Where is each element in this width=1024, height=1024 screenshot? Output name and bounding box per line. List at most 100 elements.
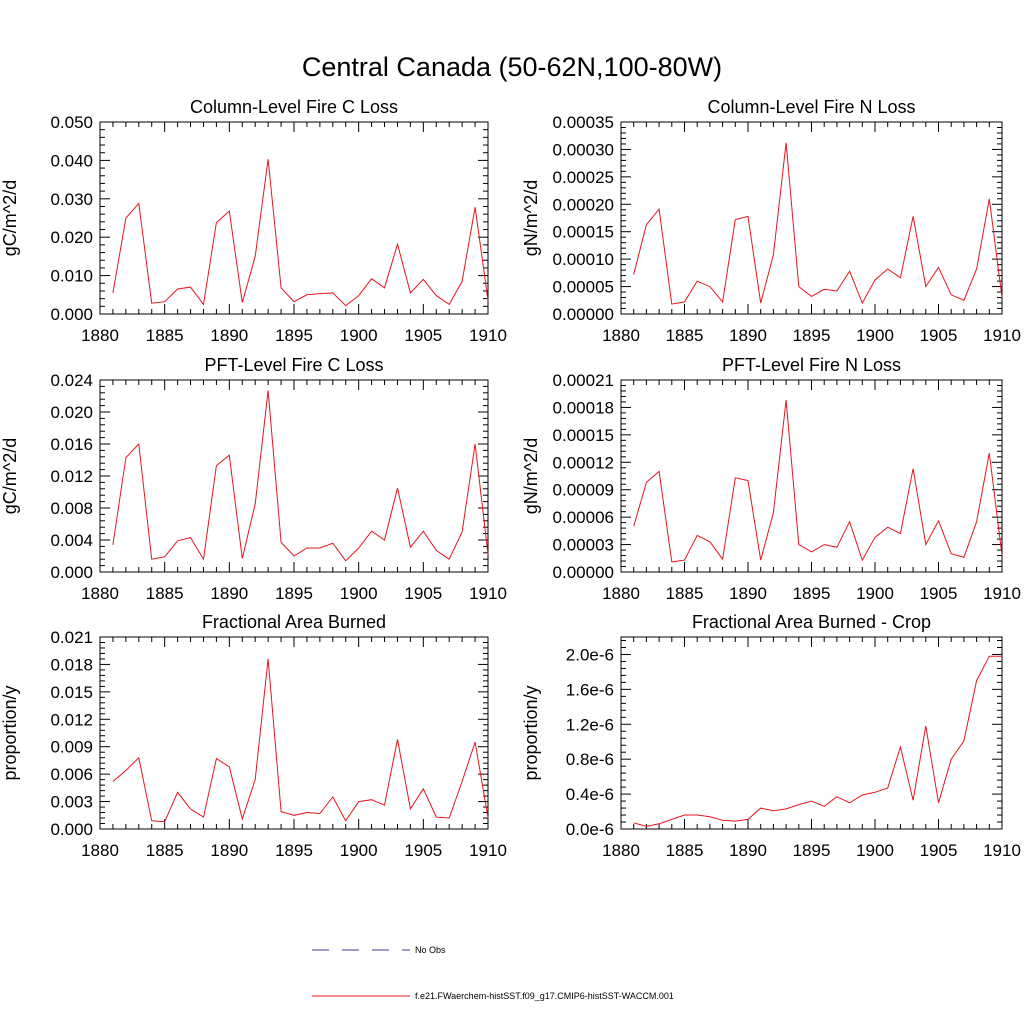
y-tick-label: 0.021 [50, 628, 93, 647]
x-tick-label: 1895 [793, 326, 831, 345]
y-tick-label: 0.004 [50, 531, 93, 550]
x-tick-label: 1900 [856, 326, 894, 345]
y-axis-label: proportion/y [521, 685, 541, 780]
panel-title: PFT-Level Fire N Loss [722, 355, 901, 375]
panel-title: Column-Level Fire N Loss [707, 97, 915, 117]
x-tick-label: 1910 [469, 326, 507, 345]
x-tick-label: 1885 [146, 841, 184, 860]
y-tick-label: 0.012 [50, 710, 93, 729]
panel-title: Fractional Area Burned - Crop [692, 612, 931, 632]
y-tick-label: 0.00015 [553, 223, 614, 242]
panel-title: Column-Level Fire C Loss [190, 97, 398, 117]
x-tick-label: 1880 [81, 584, 119, 603]
panel-6: Fractional Area Burned - Crop proportion/… [521, 612, 1021, 860]
y-tick-label: 0.006 [50, 765, 93, 784]
y-tick-label: 0.00009 [553, 481, 614, 500]
x-tick-label: 1905 [920, 584, 958, 603]
series-line [633, 142, 1003, 305]
series-line [633, 655, 1002, 827]
y-tick-label: 0.00015 [553, 426, 614, 445]
x-tick-label: 1885 [666, 326, 704, 345]
x-tick-label: 1905 [920, 326, 958, 345]
x-tick-label: 1910 [983, 841, 1021, 860]
x-tick-label: 1910 [983, 584, 1021, 603]
y-tick-label: 2.0e-6 [566, 645, 614, 664]
y-tick-label: 0.00018 [553, 398, 614, 417]
legend: No Obs f.e21.FWaerchem-histSST.f09_g17.C… [312, 945, 674, 1001]
x-tick-label: 1890 [210, 584, 248, 603]
y-tick-label: 0.020 [50, 228, 93, 247]
legend-label-no-obs: No Obs [415, 945, 446, 955]
y-axis-label: proportion/y [0, 685, 20, 780]
x-tick-label: 1900 [340, 326, 378, 345]
x-tick-label: 1880 [602, 584, 640, 603]
y-tick-label: 0.003 [50, 793, 93, 812]
x-tick-label: 1900 [856, 841, 894, 860]
x-tick-label: 1900 [856, 584, 894, 603]
x-tick-label: 1880 [602, 326, 640, 345]
y-tick-label: 0.00025 [553, 168, 614, 187]
y-tick-label: 0.4e-6 [566, 785, 614, 804]
y-tick-label: 0.000 [50, 305, 93, 324]
x-tick-label: 1895 [793, 841, 831, 860]
plot-frame [620, 379, 1003, 573]
x-tick-label: 1895 [275, 584, 313, 603]
panel-4: PFT-Level Fire N Loss gN/m^2/d 1880 1885 189… [521, 355, 1021, 603]
y-axis-label: gN/m^2/d [521, 438, 541, 514]
x-tick-label: 1905 [920, 841, 958, 860]
panel-title: PFT-Level Fire C Loss [204, 355, 383, 375]
x-tick-label: 1890 [729, 841, 767, 860]
x-tick-label: 1900 [340, 584, 378, 603]
y-tick-label: 0.8e-6 [566, 750, 614, 769]
plot-frame [99, 636, 489, 830]
series-line [633, 400, 1003, 563]
y-axis-label: gC/m^2/d [0, 180, 20, 256]
y-tick-label: 0.00035 [553, 113, 614, 132]
x-tick-label: 1905 [404, 584, 442, 603]
plot-frame [620, 121, 1003, 315]
x-tick-label: 1905 [404, 326, 442, 345]
legend-label-model: f.e21.FWaerchem-histSST.f09_g17.CMIP6-hi… [415, 991, 674, 1001]
panel-title: Fractional Area Burned [202, 612, 386, 632]
x-tick-label: 1890 [729, 326, 767, 345]
y-tick-label: 0.012 [50, 467, 93, 486]
y-tick-label: 1.6e-6 [566, 680, 614, 699]
y-tick-label: 0.00000 [553, 305, 614, 324]
y-tick-label: 0.00010 [553, 250, 614, 269]
y-tick-label: 0.040 [50, 151, 93, 170]
x-tick-label: 1900 [340, 841, 378, 860]
y-tick-label: 0.00020 [553, 195, 614, 214]
x-tick-label: 1885 [666, 841, 704, 860]
y-tick-label: 0.024 [50, 371, 93, 390]
y-tick-label: 0.016 [50, 435, 93, 454]
x-tick-label: 1880 [602, 841, 640, 860]
y-tick-label: 0.010 [50, 267, 93, 286]
x-tick-label: 1880 [81, 326, 119, 345]
series-line [112, 658, 489, 823]
y-tick-label: 1.2e-6 [566, 715, 614, 734]
x-tick-label: 1895 [275, 841, 313, 860]
y-tick-label: 0.000 [50, 820, 93, 839]
y-axis-label: gC/m^2/d [0, 438, 20, 514]
y-tick-label: 0.0e-6 [566, 820, 614, 839]
series-line [112, 390, 489, 562]
y-tick-label: 0.00003 [553, 536, 614, 555]
y-tick-label: 0.00012 [553, 453, 614, 472]
y-tick-label: 0.009 [50, 738, 93, 757]
series-line [112, 159, 489, 307]
panel-2: Column-Level Fire N Loss gN/m^2/d 1880 1885… [521, 97, 1021, 345]
y-tick-label: 0.000 [50, 563, 93, 582]
y-tick-label: 0.050 [50, 113, 93, 132]
plot-frame [99, 121, 489, 315]
x-tick-label: 1885 [146, 584, 184, 603]
y-tick-label: 0.008 [50, 499, 93, 518]
plot-frame [620, 636, 1003, 830]
x-tick-label: 1895 [793, 584, 831, 603]
y-tick-label: 0.020 [50, 403, 93, 422]
panel-1: Column-Level Fire C Loss gC/m^2/d 1880 1885… [0, 97, 507, 345]
x-tick-label: 1910 [983, 326, 1021, 345]
y-tick-label: 0.00021 [553, 371, 614, 390]
panels: Column-Level Fire C Loss gC/m^2/d 1880 1885… [0, 97, 1021, 860]
x-tick-label: 1895 [275, 326, 313, 345]
figure-title: Central Canada (50-62N,100-80W) [302, 52, 722, 82]
